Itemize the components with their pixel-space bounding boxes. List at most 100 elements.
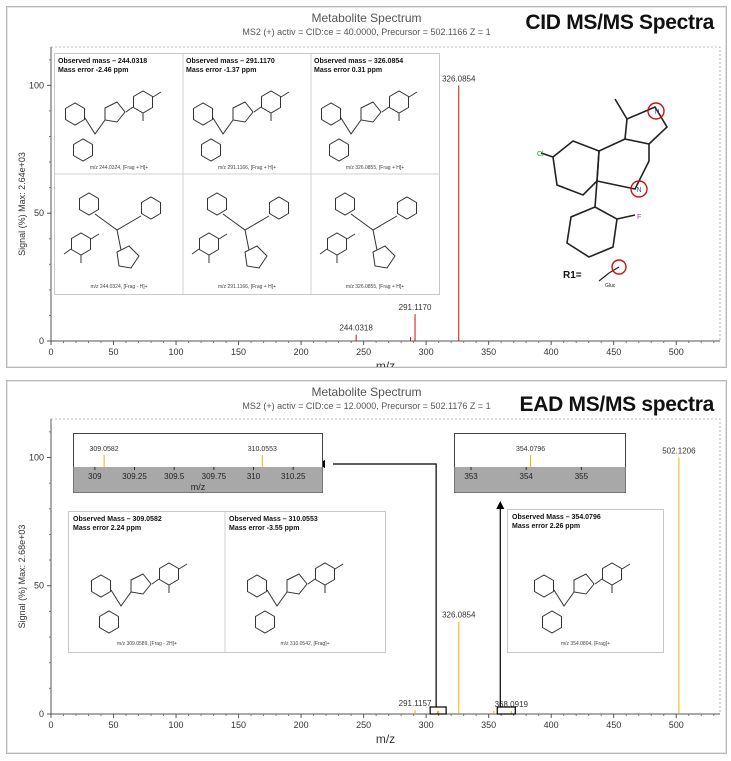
ead-inset-1-observed: Observed Mass – 309.0582 [73,516,162,523]
ead-frag-1-ring-c [130,573,152,595]
ead-inset-309-310: Observed Mass – 309.0582 Mass error 2.24… [68,511,386,653]
ead-frag-1-ring-a [91,574,111,598]
gluc-label: Gluc [605,283,616,289]
ead-y-axis-label: Signal (%) Max: 2.68e+03 [17,525,27,629]
zoom1-x-label: m/z [191,482,206,492]
parent-f-label: F [637,214,641,221]
cid-frag-4-ring-c [116,245,140,269]
ead-peak-label: 502.1206 [662,446,696,455]
cid-x-tick-label: 100 [169,347,184,357]
cid-inset-3-observed: Observed mass – 326.0854 [314,58,404,65]
cid-frag-1-ring-b [73,138,93,162]
ead-panel-header: Metabolite Spectrum MS2 (+) activ = CID:… [7,381,726,417]
cid-frag-1-link [84,117,106,135]
cid-frag-4-gluc-bond [63,248,72,255]
ead-frag-1-gluc-ring [159,562,179,586]
cid-frag-4-ring-b [141,196,161,220]
ead-frag-3-ring-b [542,610,562,634]
cid-frag-5-ring-b [269,196,289,220]
cid-y-axis-label: Signal (%) Max: 2.64e+03 [17,152,27,256]
ead-inset-structures [91,512,344,652]
parent-n-label-1: N [654,109,659,116]
cid-peak-label: 244.0318 [339,324,373,333]
ead-frag-3-gluc-bond [594,578,603,585]
cid-frag-6-ring-a [335,192,355,216]
cid-frag-5-ring-a [207,192,227,216]
cid-frag-6-gluc-bond [319,248,328,255]
zoom1-peak-label: 310.0553 [248,446,277,453]
zoom1-tick-label: 310 [247,472,261,481]
ead-frag-3-gluc-ring [602,562,622,586]
zoom2-tick-label: 354 [520,472,534,481]
cid-frag-2-ring-b [201,138,221,162]
ead-y-tick-label: 100 [29,452,44,462]
cid-inset-3-frag-bottom: m/z 326.0855, [Frag + H]+ [345,284,405,290]
cid-spectrum-title: Metabolite Spectrum [311,11,422,25]
cid-frag-4-gluc-ring [71,232,91,256]
cid-frag-6-ring-b [397,196,417,220]
cid-frag-1-ring-a [65,102,85,126]
ead-frag-1-gluc-bond [178,563,188,570]
zoom2-tick-label: 355 [575,472,589,481]
cid-frag-1-ring-c [104,101,126,123]
ead-frag-3-ring-a [534,574,554,598]
cid-x-tick-label: 50 [109,347,119,357]
ead-peak-label: 326.0854 [442,611,476,620]
cid-x-tick-label: 150 [231,347,246,357]
ead-x-tick-label: 50 [109,720,119,730]
cid-frag-2-link [212,117,234,135]
ead-frag-2-gluc-bond [307,578,316,585]
cid-inset-grid: Observed mass – 244.0318 Mass error -2.4… [54,53,440,295]
zoom-inset-309-310: 309 309.25 309.5 309.75 310 310.25 m/z 309.0582… [73,433,323,493]
ead-big-title: EAD MS/MS spectra [519,393,715,416]
ead-inset-2-observed: Observed Mass – 310.0553 [229,516,318,523]
ead-x-tick-label: 400 [544,720,559,730]
zoom1-tick-label: 309.25 [122,472,147,481]
ead-frag-2-ring-b [255,610,275,634]
zoom1-peak-label: 309.0582 [89,446,118,453]
cid-frag-1-gluc-ring [133,90,153,114]
cid-frag-5-gluc-bond [218,233,228,240]
ead-x-axis-label: m/z [376,732,395,746]
parent-cl-label: Cl [537,151,544,158]
cid-frag-3-ring-c [360,101,382,123]
parent-structure: N N Cl F Gluc [537,98,669,289]
ead-x-tick-label: 0 [48,720,53,730]
ead-inset-3-frag: m/z 354.0804, [Frag]+ [560,641,611,647]
cid-frag-5-gluc-bond [191,248,200,255]
cid-frag-3-link [340,117,362,135]
cid-peak-label: 326.0854 [442,74,476,83]
ead-spectrum-subtitle: MS2 (+) activ = CID:ce = 12.0000, Precur… [242,401,491,411]
cid-frag-6-gluc-ring [327,232,347,256]
cid-frag-1-gluc-bond [125,106,134,113]
cid-inset-1-error: Mass error -2.46 ppm [58,67,129,74]
ead-chart: 0 50 100 150 200 250 300 350 400 450 500 0 50 100 m/z S… [17,418,721,746]
cid-frag-2-gluc-bond [253,106,262,113]
zoom1-tick-label: 309.75 [202,472,227,481]
cid-frag-3-gluc-ring [389,90,409,114]
ead-frag-3-gluc-bond [621,563,631,570]
ead-x-tick-label: 450 [606,720,621,730]
zoom1-tick-label: 309.5 [164,472,185,481]
ead-x-tick-label: 200 [294,720,309,730]
cid-x-axis-label: m/z [376,359,395,367]
zoom-box-309 [429,706,447,715]
cid-y-tick-label: 50 [34,208,44,218]
ead-frag-3-link [553,589,575,607]
ead-frag-1-gluc-bond [151,578,160,585]
ead-peak-label: 291.1157 [399,699,432,708]
cid-inset-2-text: Observed mass – 291.1170 Mass error -1.3… [186,57,275,75]
ead-frag-3-ring-c [573,573,595,595]
cid-frag-6-bond [372,229,378,251]
cid-inset-2-frag-top: m/z 291.1166, [Frag + H]+ [218,165,276,171]
cid-frag-3-gluc-bond [381,106,390,113]
cid-panel-header: Metabolite Spectrum MS2 (+) activ = CID:… [7,7,726,43]
cid-x-tick-label: 200 [294,347,309,357]
cid-frag-1-gluc-bond [152,91,162,98]
cid-inset-2-error: Mass error -1.37 ppm [186,67,257,74]
cid-frag-2-gluc-bond [280,91,290,98]
cid-inset-2-frag-bottom: m/z 291.1166, [Frag + H]+ [218,284,276,290]
cid-frag-6-ring-c [372,245,396,269]
ead-inset-1-error: Mass error 2.24 ppm [73,525,142,532]
zoom1-tick-label: 310.25 [281,472,306,481]
